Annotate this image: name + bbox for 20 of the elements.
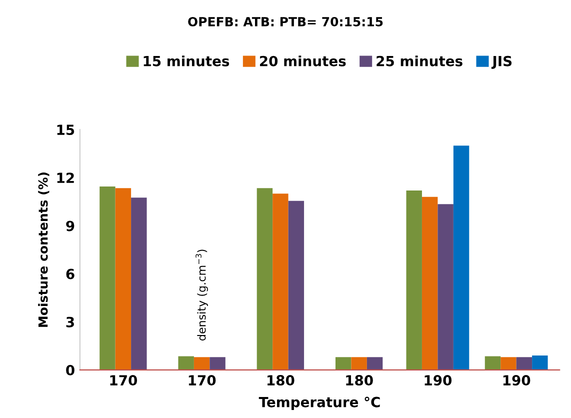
y-tick-label: 9: [66, 220, 74, 232]
y-tick-label: 15: [57, 124, 74, 136]
x-tick-label: 170: [110, 375, 138, 386]
legend-label: 25 minutes: [376, 56, 462, 66]
y-tick-label: 0: [66, 364, 74, 376]
annotation: density (g.cm$^{−3}$): [196, 250, 208, 340]
x-axis-title: Temperature °C: [258, 396, 380, 410]
chart-title: OPEFB: ATB: PTB= 70:15:15: [188, 16, 383, 26]
x-tick-label: 180: [346, 375, 373, 386]
legend-label: 20 minutes: [260, 56, 346, 66]
x-tick-label: 170: [188, 375, 216, 386]
legend-label: JIS: [491, 56, 512, 69]
x-tick-label: 180: [268, 375, 294, 386]
y-tick-label: 6: [66, 268, 74, 280]
y-axis-title: Moisture contents (%): [38, 172, 50, 327]
y-tick-label: 3: [66, 316, 74, 328]
x-tick-label: 190: [424, 375, 452, 386]
y-tick-label: 12: [57, 172, 74, 183]
legend-label: 15 minutes: [144, 56, 230, 66]
x-tick-label: 190: [503, 375, 530, 386]
